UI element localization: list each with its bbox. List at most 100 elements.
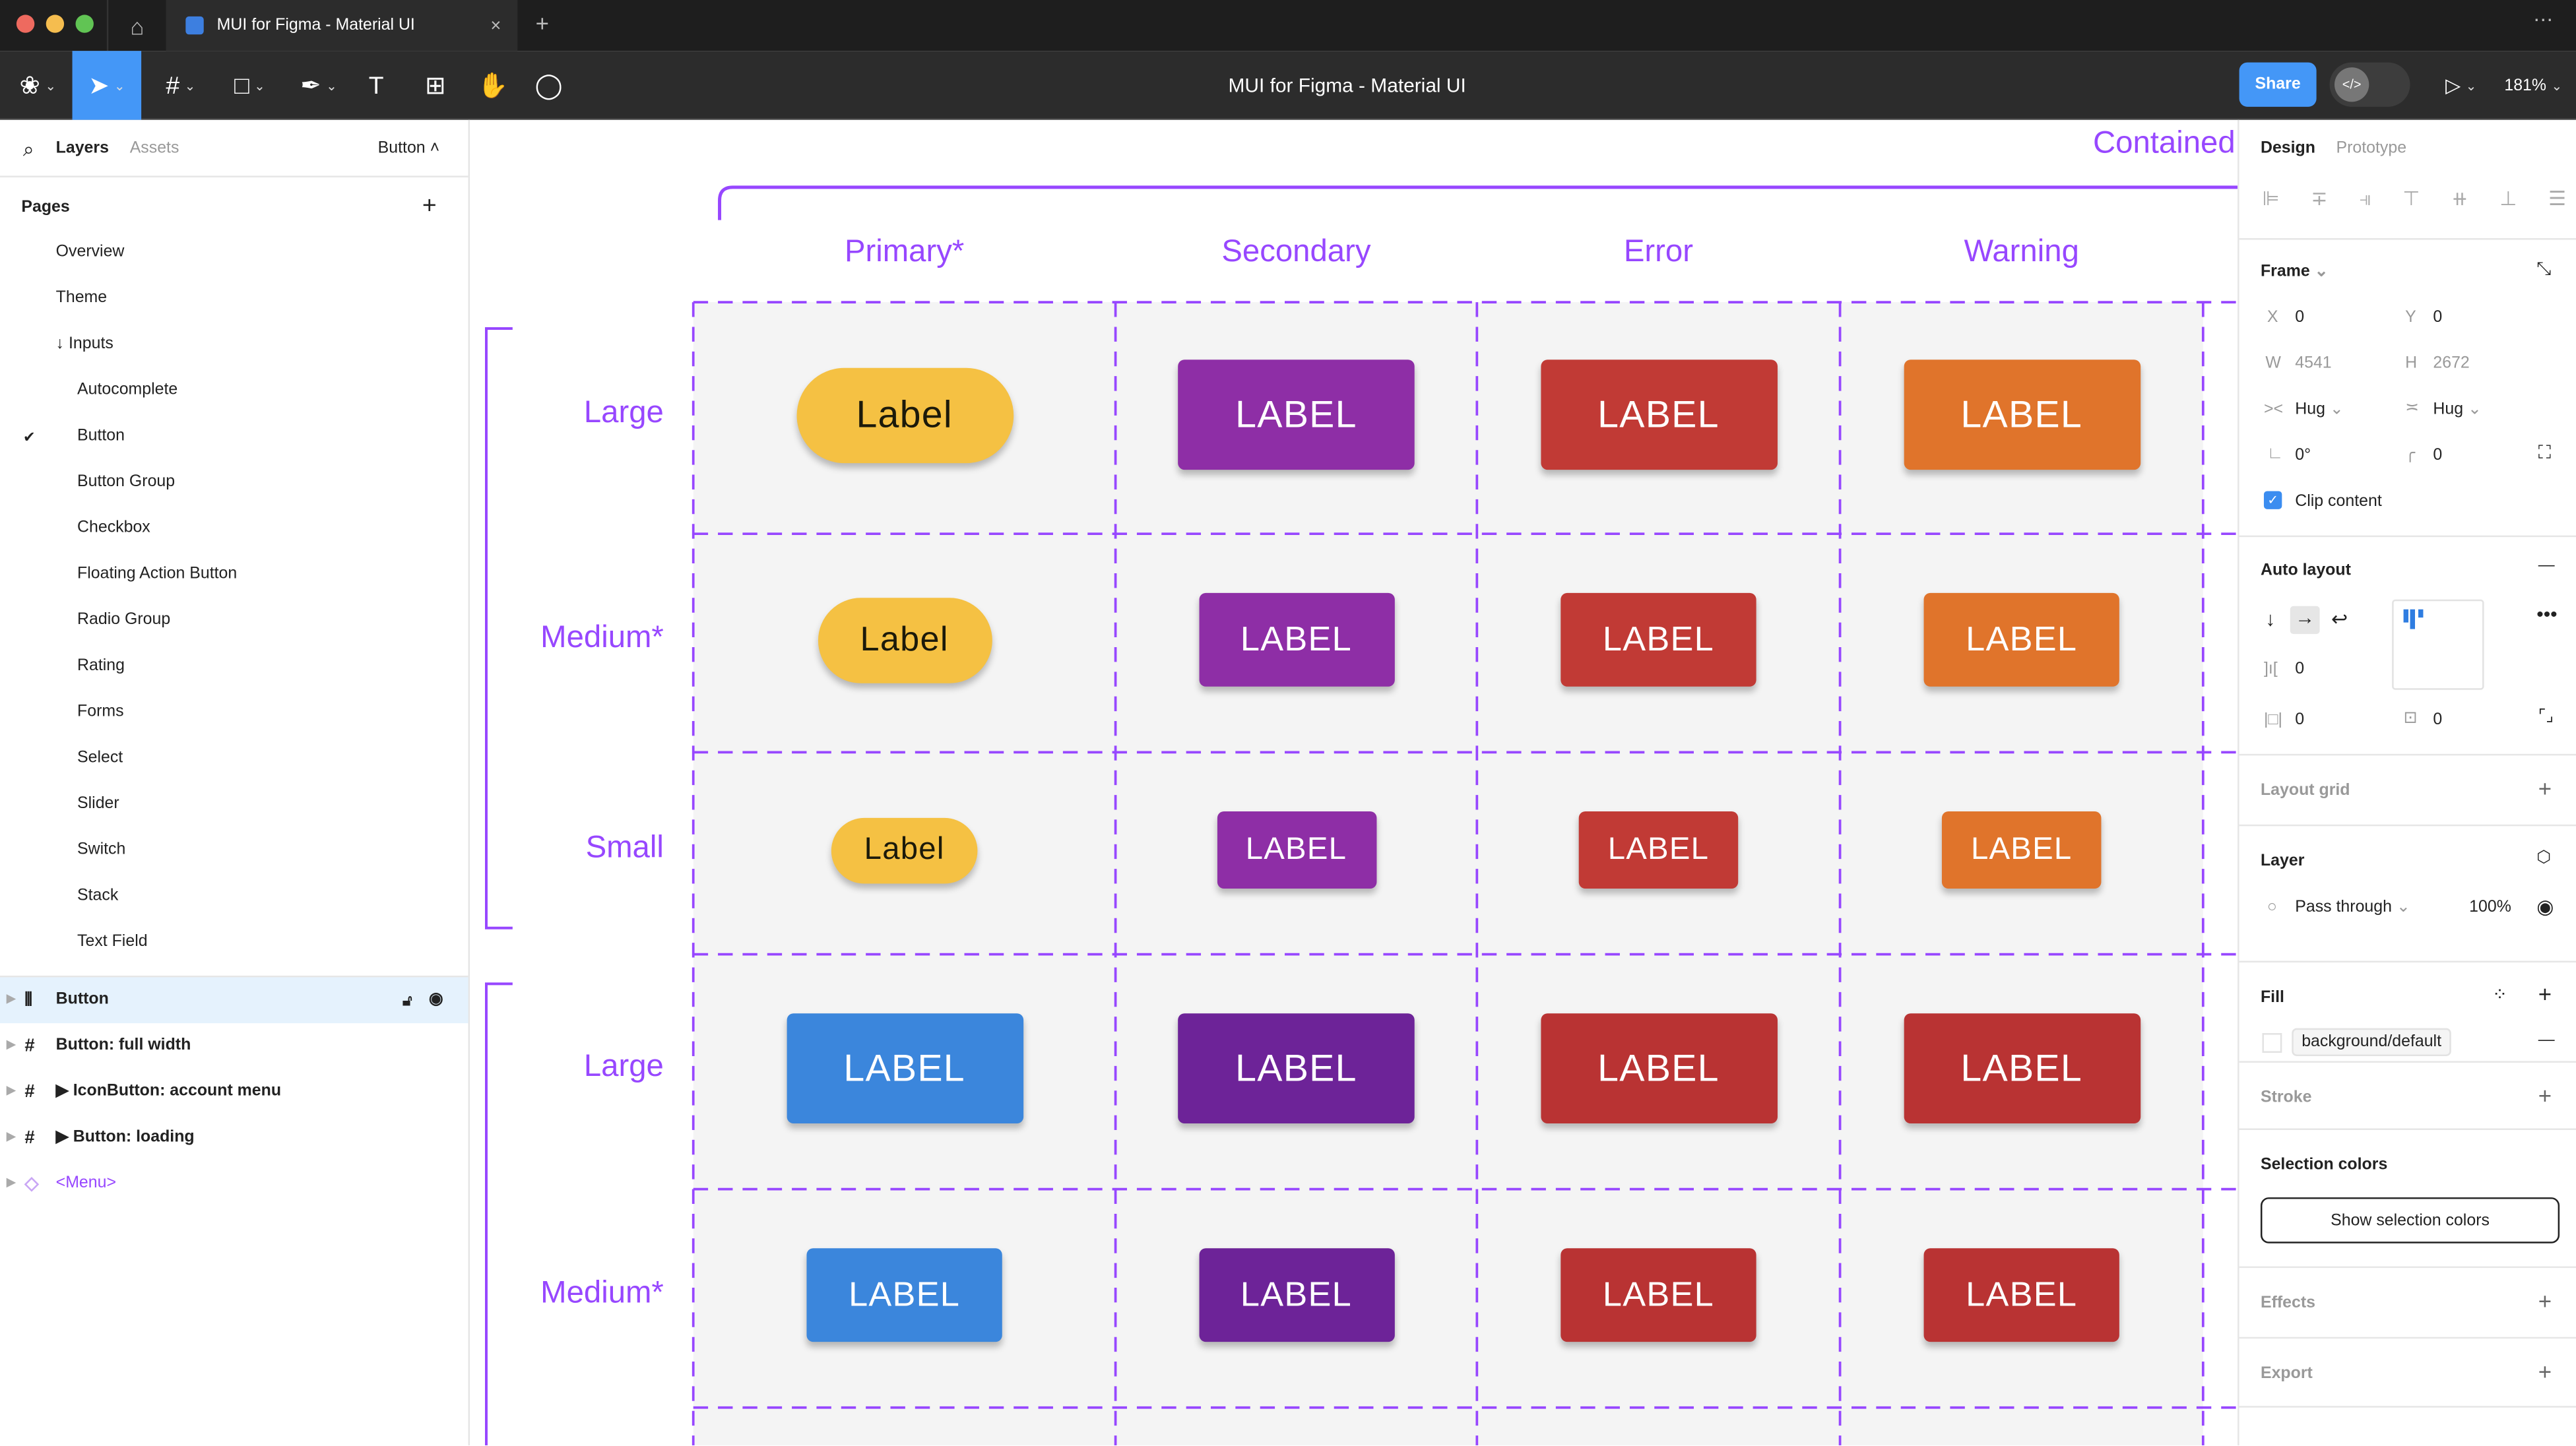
mui-button[interactable]: LABEL <box>1540 1013 1777 1123</box>
layer-item[interactable]: ▶#▶ IconButton: account menu <box>0 1069 468 1116</box>
eye-icon[interactable]: ◉ <box>429 977 443 1023</box>
tab-layers[interactable]: Layers <box>56 140 109 158</box>
mui-button[interactable]: LABEL <box>1903 1013 2140 1123</box>
expand-caret-icon[interactable]: ▶ <box>7 1161 15 1207</box>
new-tab-icon[interactable]: + <box>536 10 549 36</box>
eye-icon[interactable]: ◉ <box>2536 895 2554 918</box>
x-input[interactable]: 0 <box>2295 309 2304 327</box>
show-selection-colors-button[interactable]: Show selection colors <box>2261 1197 2560 1243</box>
vertical-direction-icon[interactable]: ↓ <box>2265 608 2275 631</box>
tab-design[interactable]: Design <box>2261 140 2315 158</box>
unlock-icon[interactable]: 🔓︎ <box>402 977 412 1023</box>
present-button[interactable]: ▷⌄ <box>2436 51 2486 120</box>
page-item[interactable]: ↓ Inputs <box>0 322 468 368</box>
independent-corners-icon[interactable]: ⛶ <box>2538 443 2551 464</box>
style-icon[interactable]: ⁘ <box>2492 984 2507 1005</box>
vertical-padding-input[interactable]: 0 <box>2433 711 2442 729</box>
add-effect-icon[interactable]: + <box>2538 1288 2552 1314</box>
mui-button[interactable]: LABEL <box>1579 811 1739 889</box>
individual-padding-icon[interactable]: ⌜⌟ <box>2538 708 2554 726</box>
more-options-icon[interactable]: ••• <box>2536 603 2557 626</box>
remove-fill-icon[interactable]: — <box>2538 1032 2555 1050</box>
mui-button[interactable]: LABEL <box>1942 811 2102 889</box>
expand-caret-icon[interactable]: ▶ <box>7 1116 15 1162</box>
main-menu-button[interactable]: ❀⌄ <box>7 51 69 120</box>
mui-button[interactable]: LABEL <box>1561 593 1756 687</box>
tab-assets[interactable]: Assets <box>130 140 179 158</box>
layer-item[interactable]: ▶#Button: full width <box>0 1023 468 1069</box>
close-window-button[interactable] <box>16 15 34 32</box>
zoom-dropdown[interactable]: 181%⌄ <box>2497 51 2569 120</box>
wrap-icon[interactable]: ↩ <box>2331 608 2348 631</box>
mui-button[interactable]: Label <box>831 817 978 883</box>
page-item[interactable]: Stack <box>0 874 468 920</box>
layer-item[interactable]: ▶⫴Button🔓︎◉ <box>0 977 468 1023</box>
layer-mode-icon[interactable]: ⬡ <box>2536 849 2551 867</box>
height-mode-dropdown[interactable]: Hug ⌄ <box>2433 401 2482 419</box>
hand-tool-button[interactable]: ✋ <box>472 51 515 120</box>
mui-button[interactable]: Label <box>796 367 1013 462</box>
page-item[interactable]: Floating Action Button <box>0 552 468 598</box>
page-item[interactable]: Select <box>0 736 468 782</box>
mui-button[interactable]: LABEL <box>1561 1248 1756 1342</box>
mui-button[interactable]: LABEL <box>1198 593 1394 687</box>
fill-swatch[interactable] <box>2262 1033 2282 1053</box>
frame-dropdown[interactable]: Frame ⌄ <box>2261 263 2329 280</box>
remove-auto-layout-icon[interactable]: — <box>2538 557 2555 575</box>
expand-caret-icon[interactable]: ▶ <box>7 977 15 1023</box>
layer-item[interactable]: ▶#▶ Button: loading <box>0 1116 468 1162</box>
shape-tool-button[interactable]: □⌄ <box>217 51 283 120</box>
gap-input[interactable]: 0 <box>2295 660 2304 678</box>
mui-button[interactable]: LABEL <box>1540 360 1777 470</box>
page-item[interactable]: Radio Group <box>0 598 468 644</box>
opacity-input[interactable]: 100% <box>2469 898 2511 916</box>
canvas[interactable]: Contained Primary*SecondaryErrorWarning … <box>470 120 2238 1445</box>
comment-tool-button[interactable]: ◯ <box>527 51 570 120</box>
align-top-icon[interactable]: ⊤ <box>2402 187 2420 212</box>
mui-button[interactable]: LABEL <box>786 1013 1023 1123</box>
page-item[interactable]: Checkbox <box>0 506 468 552</box>
mui-button[interactable]: LABEL <box>1217 811 1376 889</box>
distribute-icon[interactable]: ☰ <box>2548 187 2566 212</box>
file-tab[interactable]: MUI for Figma - Material UI × <box>166 0 517 51</box>
width-input[interactable]: 4541 <box>2295 355 2331 373</box>
maximize-window-button[interactable] <box>76 15 94 32</box>
close-tab-icon[interactable]: × <box>490 16 501 36</box>
move-tool-button[interactable]: ➤⌄ <box>73 51 142 120</box>
more-icon[interactable]: ⋯ <box>2533 8 2553 31</box>
alignment-grid[interactable] <box>2392 600 2484 690</box>
home-icon[interactable]: ⌂ <box>107 0 166 51</box>
horizontal-direction-icon[interactable]: → <box>2290 606 2320 634</box>
page-item[interactable]: Text Field <box>0 920 468 966</box>
width-mode-dropdown[interactable]: Hug ⌄ <box>2295 401 2344 419</box>
height-input[interactable]: 2672 <box>2433 355 2469 373</box>
mui-button[interactable]: LABEL <box>806 1248 1002 1342</box>
clip-content-checkbox[interactable]: ✓ <box>2264 491 2282 509</box>
mui-button[interactable]: Label <box>818 597 992 682</box>
page-item[interactable]: Rating <box>0 644 468 690</box>
y-input[interactable]: 0 <box>2433 309 2442 327</box>
mui-button[interactable]: LABEL <box>1924 1248 2119 1342</box>
add-page-icon[interactable]: + <box>422 192 437 220</box>
add-export-icon[interactable]: + <box>2538 1358 2552 1385</box>
mui-button[interactable]: LABEL <box>1903 360 2140 470</box>
resources-button[interactable]: ⊞ <box>414 51 457 120</box>
page-item[interactable]: Overview <box>0 230 468 276</box>
radius-input[interactable]: 0 <box>2433 447 2442 464</box>
align-left-icon[interactable]: ⊫ <box>2262 187 2279 212</box>
file-title[interactable]: MUI for Figma - Material UI <box>1019 51 1676 120</box>
page-item[interactable]: Forms <box>0 690 468 736</box>
align-middle-icon[interactable]: ⧺ <box>2451 187 2468 212</box>
minimize-window-button[interactable] <box>46 15 64 32</box>
fill-style-chip[interactable]: background/default <box>2292 1028 2451 1056</box>
page-item[interactable]: Autocomplete <box>0 368 468 414</box>
page-item[interactable]: Theme <box>0 276 468 322</box>
expand-caret-icon[interactable]: ▶ <box>7 1069 15 1116</box>
share-button[interactable]: Share <box>2239 63 2317 107</box>
add-layout-grid-icon[interactable]: + <box>2538 775 2552 802</box>
mui-button[interactable]: LABEL <box>1178 1013 1415 1123</box>
expand-caret-icon[interactable]: ▶ <box>7 1023 15 1069</box>
horizontal-padding-input[interactable]: 0 <box>2295 711 2304 729</box>
dev-mode-toggle[interactable]: </> <box>2330 63 2410 107</box>
tab-prototype[interactable]: Prototype <box>2336 140 2406 158</box>
